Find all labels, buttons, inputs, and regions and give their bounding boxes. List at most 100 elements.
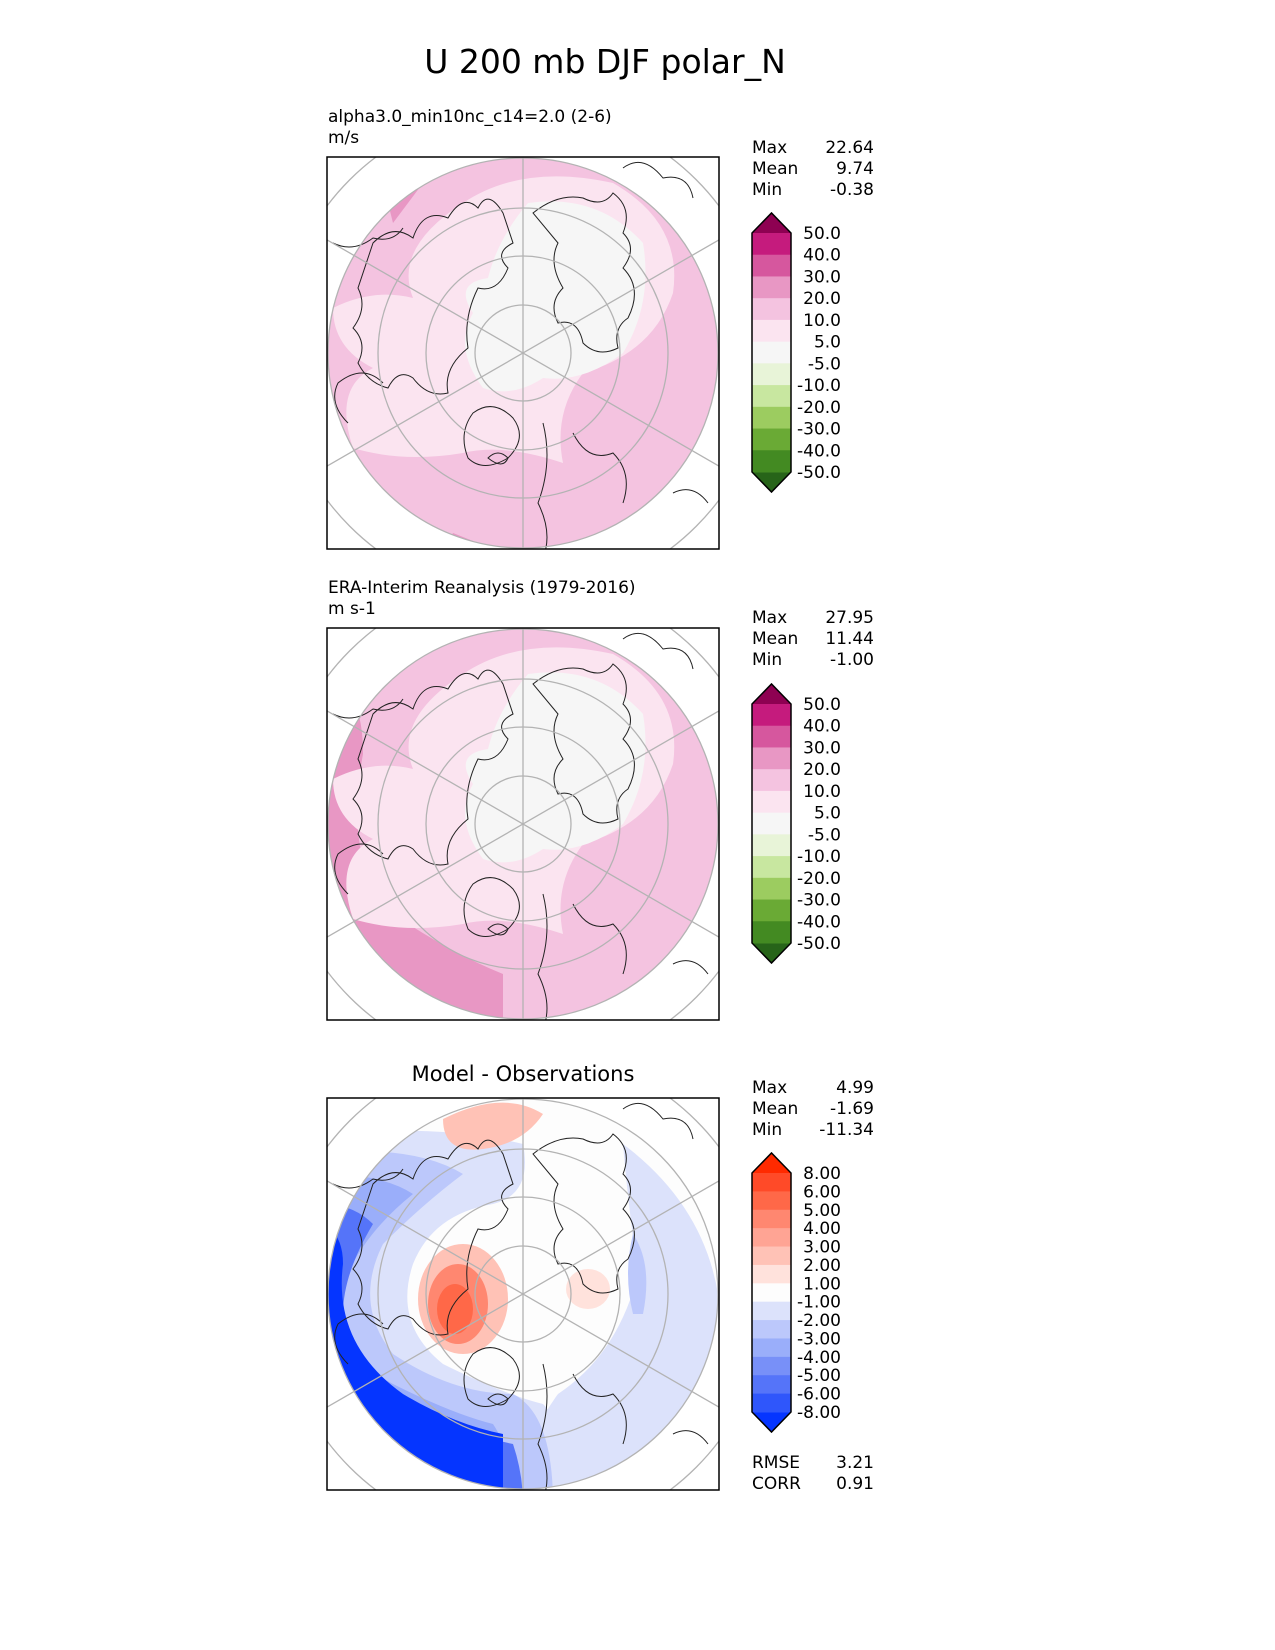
colorbar-band [752, 428, 791, 451]
colorbar-band [752, 233, 791, 256]
field-contour [465, 672, 646, 863]
colorbar-tick-label: 3.00 [803, 1238, 841, 1258]
stat-label: Min [752, 650, 783, 670]
colorbar-band [752, 1173, 791, 1192]
colorbar-band [752, 899, 791, 922]
colorbar-band [752, 341, 791, 364]
colorbar-band [752, 385, 791, 408]
stat-label: Mean [752, 159, 799, 179]
stat-max: 22.64 [825, 138, 874, 158]
panel-2-title: ERA-Interim Reanalysis (1979-2016) m s-1 [328, 578, 636, 620]
colorbar-band [752, 1338, 791, 1358]
meridian-line [327, 1180, 719, 1408]
colorbar-tick-label: 10.0 [803, 782, 841, 802]
coastline [334, 372, 709, 504]
colorbar-tick-label: 20.0 [803, 289, 841, 309]
colorbar-band [752, 921, 791, 944]
colorbar-tick-label: 8.00 [803, 1164, 841, 1184]
coastline [532, 1133, 635, 1294]
field-contour [443, 1102, 543, 1150]
coastline [352, 198, 514, 395]
colorbar-band [752, 1283, 791, 1303]
panel-3-stats: Max 4.99 Mean -1.69 Min -11.34 [752, 1078, 874, 1141]
colorbar-band [752, 725, 791, 748]
colorbar-extend-max [752, 684, 791, 704]
colorbar-band [752, 704, 791, 727]
coastline [487, 452, 509, 465]
colorbar-band [752, 1264, 791, 1284]
colorbar-band [752, 1191, 791, 1211]
colorbar-1: 50.040.030.020.010.05.0-5.0-10.0-20.0-30… [751, 211, 841, 494]
map-frame-3 [326, 1097, 720, 1491]
colorbar-tick-label: -50.0 [797, 463, 841, 483]
stat-max: 27.95 [825, 608, 874, 628]
coastline [334, 843, 709, 975]
colorbar-band [752, 298, 791, 321]
coastline [332, 161, 694, 248]
colorbar-tick-label: -2.00 [797, 1311, 841, 1331]
colorbar-band [752, 1356, 791, 1376]
coastline [487, 1393, 509, 1406]
colorbar-band [752, 1375, 791, 1395]
colorbar-tick-label: -8.00 [797, 1403, 841, 1423]
field-contour [437, 1284, 473, 1334]
colorbar-tick-label: 2.00 [803, 1256, 841, 1276]
colorbar-band [752, 1320, 791, 1339]
colorbar-tick-label: -10.0 [797, 847, 841, 867]
colorbar-band [752, 450, 791, 473]
meridian-line [327, 710, 719, 938]
colorbar-band [752, 856, 791, 879]
colorbar-tick-label: -40.0 [797, 912, 841, 932]
meridian-line [327, 239, 719, 467]
colorbar-tick-label: 50.0 [803, 224, 841, 244]
stat-label: Max [752, 138, 788, 158]
panel-1-units: m/s [328, 128, 360, 148]
colorbar-band [752, 1246, 791, 1266]
colorbar-tick-label: 30.0 [803, 267, 841, 287]
colorbar-band [752, 1209, 791, 1229]
colorbar-tick-label: -40.0 [797, 441, 841, 461]
panel-2-units: m s-1 [328, 599, 376, 619]
colorbar-tick-label: -5.0 [808, 354, 841, 374]
colorbar-tick-label: 50.0 [803, 695, 841, 715]
colorbar-tick-label: -3.00 [797, 1329, 841, 1349]
stat-label: Min [752, 180, 783, 200]
stat-label: Mean [752, 1099, 799, 1119]
colorbar-extend-min [752, 472, 791, 492]
colorbar-band [752, 254, 791, 277]
colorbar-tick-label: 20.0 [803, 760, 841, 780]
colorbar-tick-label: -30.0 [797, 420, 841, 440]
colorbar-tick-label: -5.00 [797, 1366, 841, 1386]
map-frame-1 [326, 156, 720, 550]
field-contour [518, 1144, 718, 1489]
colorbar-extend-max [752, 1153, 791, 1173]
colorbar-outline [751, 211, 792, 494]
colorbar-2: 50.040.030.020.010.05.0-5.0-10.0-20.0-30… [751, 682, 841, 965]
coastline [352, 669, 514, 866]
colorbar-3: 8.006.005.004.003.002.001.00-1.00-2.00-3… [751, 1151, 841, 1434]
figure-title: U 200 mb DJF polar_N [424, 42, 786, 81]
stat-label: Mean [752, 629, 799, 649]
colorbar-tick-label: -5.0 [808, 825, 841, 845]
colorbar-band [752, 1393, 791, 1413]
colorbar-extend-min [752, 1412, 791, 1432]
colorbar-tick-label: -10.0 [797, 376, 841, 396]
colorbar-outline [751, 682, 792, 965]
stat-mean: 11.44 [825, 629, 874, 649]
colorbar-tick-label: -50.0 [797, 934, 841, 954]
panel-1-title: alpha3.0_min10nc_c14=2.0 (2-6) m/s [328, 107, 612, 149]
colorbar-tick-label: 1.00 [803, 1274, 841, 1294]
panel-2-dataset-name: ERA-Interim Reanalysis (1979-2016) [328, 578, 636, 598]
coastline [537, 893, 627, 1020]
colorbar-tick-label: -1.00 [797, 1293, 841, 1313]
stat-label: RMSE [752, 1453, 801, 1473]
colorbar-band [752, 747, 791, 770]
colorbar-tick-label: 30.0 [803, 738, 841, 758]
map-panel-2 [327, 628, 719, 1020]
colorbar-band [752, 363, 791, 386]
colorbar-tick-label: -30.0 [797, 891, 841, 911]
colorbar-band [752, 834, 791, 857]
field-contour [566, 1269, 610, 1309]
coastline [532, 663, 635, 824]
